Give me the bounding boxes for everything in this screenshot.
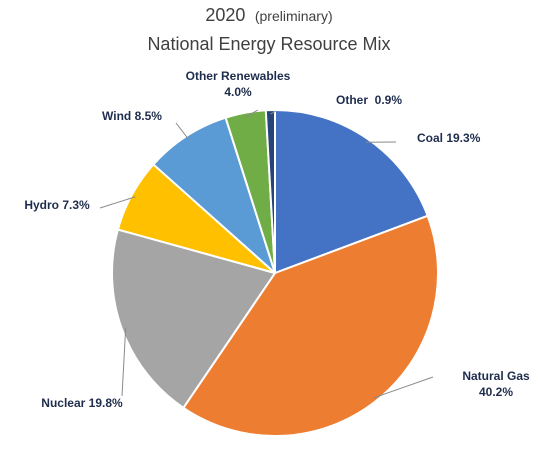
pie-slice-other xyxy=(264,108,276,274)
leader-line-hydro xyxy=(99,196,136,209)
pie-slices xyxy=(111,108,439,437)
slice-label-value-other-renewables: 4.0% xyxy=(224,85,252,99)
chart-title-line-1: 2020 (preliminary) xyxy=(205,5,332,25)
slice-label-name-other-renewables: Other Renewables xyxy=(186,69,291,83)
leader-lines xyxy=(99,109,434,399)
slice-label-wind: Wind 8.5% xyxy=(102,109,162,123)
leader-line-nuclear xyxy=(121,327,127,397)
slice-label-other-renewables: Other Renewables 4.0% xyxy=(186,69,291,99)
pie-slice-coal xyxy=(274,109,429,274)
slice-label-coal: Coal 19.3% xyxy=(417,131,481,145)
chart-title-note: (preliminary) xyxy=(255,8,333,24)
slice-label-other: Other 0.9% xyxy=(336,93,402,107)
slice-label-nuclear: Nuclear 19.8% xyxy=(41,396,123,410)
leader-line-natural-gas xyxy=(373,376,434,399)
slice-label-name-natural-gas: Natural Gas xyxy=(462,369,530,383)
slice-label-natural-gas: Natural Gas 40.2% xyxy=(462,369,530,399)
pie-slice-natural-gas xyxy=(182,214,439,437)
leader-line-other xyxy=(270,110,277,115)
leader-line-wind xyxy=(175,122,189,140)
leader-line-other-renewables xyxy=(245,109,259,118)
pie-slice-nuclear xyxy=(111,228,276,409)
chart-title: National Energy Resource Mix xyxy=(147,34,390,54)
slice-label-value-natural-gas: 40.2% xyxy=(479,385,513,399)
slice-label-hydro: Hydro 7.3% xyxy=(24,198,90,212)
chart-title-year: 2020 xyxy=(205,5,245,25)
slice-labels: Coal 19.3% Natural Gas 40.2% Nuclear 19.8% H… xyxy=(24,69,530,410)
